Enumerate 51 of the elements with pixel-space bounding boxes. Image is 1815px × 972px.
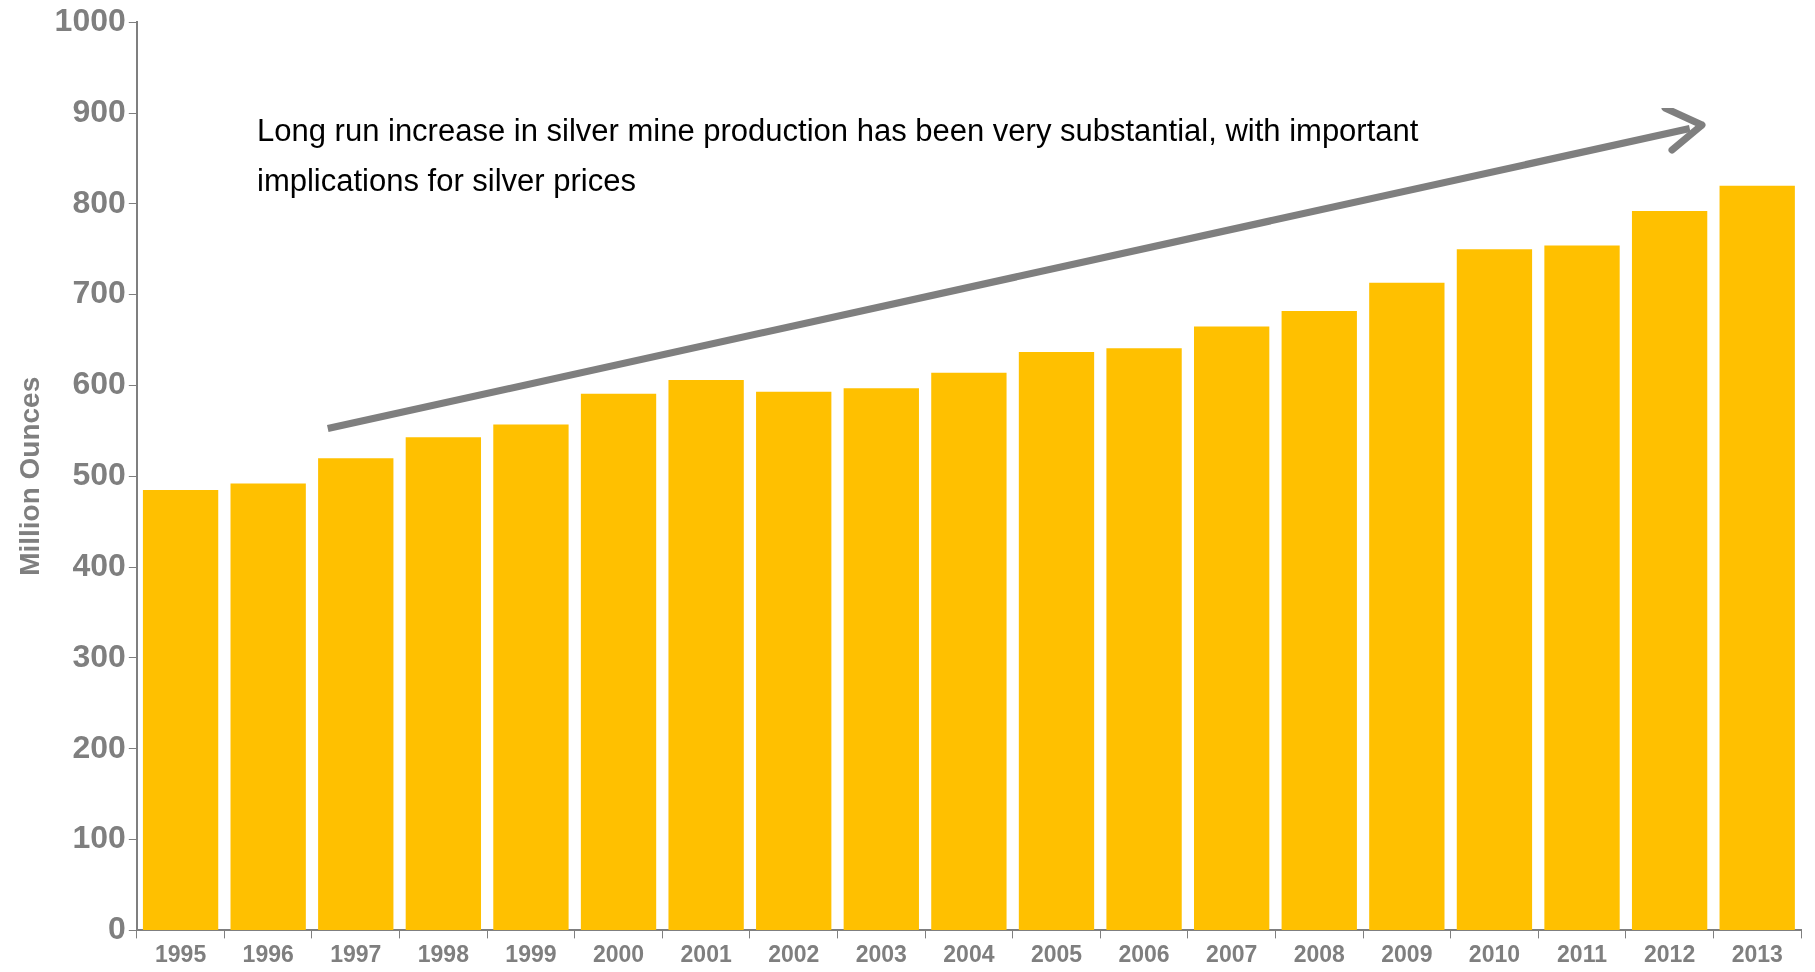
bar: [1194, 326, 1270, 930]
x-tick-label: 2002: [768, 940, 820, 967]
y-axis-title: Million Ounces: [13, 376, 45, 576]
x-tick-label: 2011: [1557, 940, 1608, 967]
y-tick-label: 900: [72, 92, 126, 129]
bar: [1369, 282, 1445, 930]
bar: [318, 458, 394, 930]
bar: [931, 372, 1007, 930]
x-tick-label: 2007: [1206, 940, 1258, 967]
bar: [1544, 245, 1620, 930]
y-tick-label: 400: [72, 546, 126, 583]
bar: [1456, 249, 1533, 930]
x-tick-label: 2008: [1293, 940, 1346, 967]
x-tick-label: 2006: [1118, 940, 1170, 967]
x-tick-label: 2000: [592, 940, 645, 967]
bar: [1631, 211, 1708, 930]
bar: [1106, 348, 1182, 930]
annotation: Long run increase in silver mine production has been very substantial, with important implications for silver prices: [257, 112, 1419, 198]
x-tick-label: 2009: [1381, 940, 1433, 967]
x-tick-label: 1998: [417, 940, 470, 967]
y-tick-label: 700: [72, 274, 126, 311]
x-tick-label: 1997: [330, 940, 382, 967]
bar: [1018, 351, 1095, 930]
x-tick-label: 2005: [1030, 940, 1083, 967]
x-tick-label: 2001: [680, 940, 732, 967]
y-tick-label: 0: [107, 910, 126, 947]
bar: [580, 393, 657, 930]
bar: [756, 391, 832, 930]
bar: [493, 424, 569, 930]
y-tick-label: 600: [72, 365, 126, 402]
y-tick-label: 200: [72, 728, 126, 765]
bar: [843, 388, 919, 930]
y-tick-label: 100: [72, 819, 126, 856]
x-tick-label: 1995: [155, 940, 207, 967]
x-tick-label: 2010: [1468, 940, 1521, 967]
bar: [230, 483, 306, 930]
x-tick-label: 2003: [855, 940, 907, 967]
bar: [405, 437, 482, 930]
x-tick-label: 2012: [1644, 940, 1696, 967]
x-tick-label: 2004: [943, 940, 995, 967]
x-tick-label: 1996: [242, 940, 294, 967]
y-tick-label: 500: [72, 456, 126, 493]
bar: [142, 489, 219, 930]
y-tick-label: 300: [72, 637, 126, 674]
bar: [1281, 311, 1357, 930]
y-tick-label: 1000: [54, 2, 126, 39]
bar: [1719, 185, 1795, 930]
bar: [668, 380, 744, 930]
x-tick-label: 1999: [505, 940, 557, 967]
x-tick-label: 2013: [1731, 940, 1783, 967]
y-tick-label: 800: [72, 183, 126, 220]
